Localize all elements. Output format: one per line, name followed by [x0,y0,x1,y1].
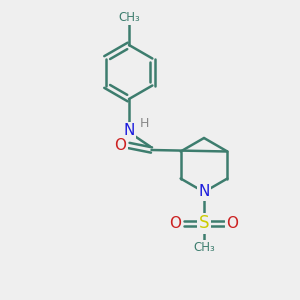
Text: CH₃: CH₃ [193,241,215,254]
Text: S: S [199,214,209,232]
Text: N: N [123,123,135,138]
Text: O: O [226,216,238,231]
Text: N: N [198,184,210,200]
Text: O: O [115,138,127,153]
Text: CH₃: CH₃ [118,11,140,24]
Text: H: H [140,117,149,130]
Text: O: O [169,216,181,231]
